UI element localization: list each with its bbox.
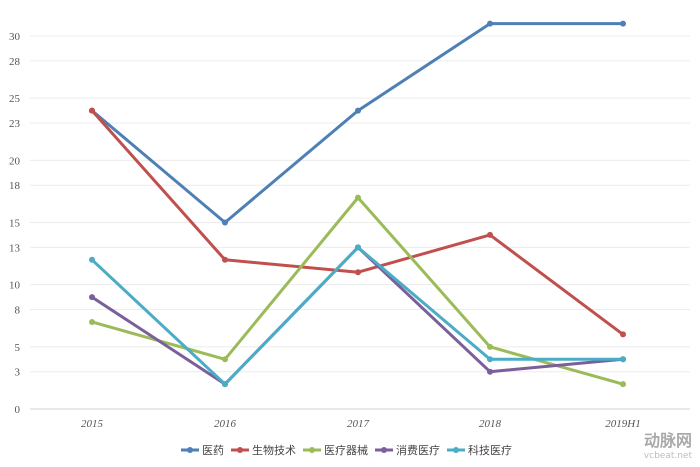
data-point: [222, 219, 228, 226]
x-tick-label: 2015: [81, 418, 104, 430]
legend-marker: [237, 447, 243, 453]
watermark: 动脉网 vcbeat.net: [644, 427, 692, 461]
legend-item: 科技医疗: [447, 443, 512, 457]
y-tick-label: 28: [9, 56, 21, 68]
y-tick-label: 5: [15, 342, 21, 354]
grid-lines: [30, 35, 690, 410]
data-point: [487, 368, 493, 375]
y-tick-label: 18: [9, 180, 21, 192]
legend-item: 生物技术: [231, 443, 296, 457]
watermark-url: vcbeat.net: [643, 451, 692, 461]
data-point: [89, 107, 95, 114]
legend-item: 消费医疗: [375, 443, 440, 457]
series-lines: [89, 20, 626, 388]
legend-label: 消费医疗: [396, 443, 440, 457]
x-tick-label: 2017: [347, 418, 370, 430]
data-point: [355, 194, 361, 201]
legend-item: 医药: [181, 444, 224, 457]
watermark-logo: 动脉网: [643, 431, 692, 450]
data-point: [487, 231, 493, 238]
y-tick-label: 20: [9, 155, 21, 167]
y-tick-label: 3: [15, 367, 21, 379]
y-tick-label: 15: [9, 218, 21, 230]
data-point: [620, 20, 626, 27]
y-axis-ticks: 0 3 5 8 10 13 15 18 20 23 25 28 30: [9, 31, 21, 416]
y-tick-label: 0: [15, 404, 21, 416]
data-point: [355, 107, 361, 114]
data-point: [89, 294, 95, 301]
data-point: [487, 356, 493, 363]
data-point: [620, 356, 626, 363]
legend-label: 生物技术: [252, 443, 296, 457]
legend-marker: [187, 447, 193, 453]
legend-marker: [381, 447, 387, 453]
series-line-2: [90, 196, 625, 386]
data-point: [355, 244, 361, 251]
x-tick-label: 2016: [214, 418, 237, 430]
data-point: [89, 318, 95, 325]
data-point: [89, 256, 95, 263]
legend-label: 医药: [202, 444, 224, 457]
data-point: [222, 356, 228, 363]
series-line-4: [90, 245, 625, 386]
legend: 医药 生物技术 医疗器械 消费医疗 科技医疗: [181, 443, 512, 457]
data-point: [620, 331, 626, 338]
data-point: [487, 343, 493, 350]
x-tick-label: 2018: [479, 418, 502, 430]
legend-label: 医疗器械: [324, 443, 368, 457]
data-point: [487, 20, 493, 27]
y-tick-label: 8: [15, 305, 21, 317]
data-point: [222, 256, 228, 263]
series-line-3: [90, 245, 625, 386]
y-tick-label: 25: [9, 93, 21, 105]
x-axis-ticks: 2015 2016 2017 2018 2019H1: [81, 418, 641, 430]
y-tick-label: 13: [9, 242, 21, 254]
legend-marker: [453, 447, 459, 453]
legend-marker: [309, 447, 315, 453]
data-point: [355, 269, 361, 276]
x-tick-label: 2019H1: [605, 418, 640, 430]
legend-label: 科技医疗: [468, 443, 512, 457]
y-tick-label: 10: [9, 280, 21, 292]
y-tick-label: 23: [9, 118, 21, 130]
data-point: [620, 381, 626, 388]
y-tick-label: 30: [9, 31, 21, 43]
data-point: [222, 381, 228, 388]
legend-item: 医疗器械: [303, 443, 368, 457]
